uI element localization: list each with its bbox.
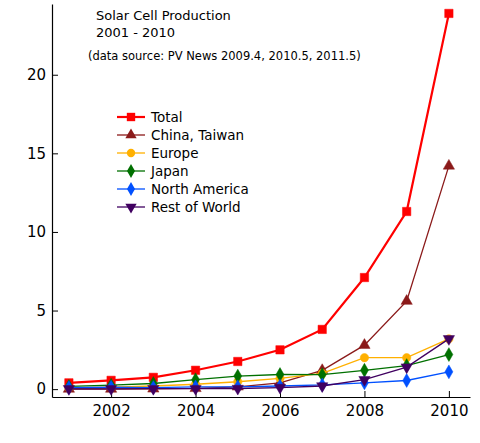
tick-label: 2008 [346,402,384,420]
marker [403,374,411,388]
title: Solar Cell Production [96,8,231,23]
marker [360,354,368,362]
tick-mark [52,232,58,233]
marker [317,383,328,393]
legend-marker [125,204,136,214]
tick-mark [449,391,450,397]
marker [360,363,368,377]
series-line [69,339,449,388]
legend-label: Europe [151,145,198,161]
legend-label: Rest of World [151,199,241,215]
tick: 2008 [346,391,384,420]
series-line [69,13,449,382]
series-line [69,339,449,389]
legend-swatch [117,204,145,214]
tick-label: 20 [27,66,46,84]
axis-line [52,5,53,398]
tick-label: 2004 [177,402,215,420]
legend-label: Total [150,109,183,125]
tick-mark [52,153,58,154]
tick: 2010 [430,391,468,420]
titles: Solar Cell Production 2001 - 2010 (data so… [88,8,361,63]
legend-marker [127,164,135,178]
tick-label: 2006 [261,402,299,420]
marker [359,339,370,349]
legend-label: Japan [150,163,189,179]
series-line [69,166,449,389]
tick: 10 [27,223,58,241]
legend-label: China, Taiwan [151,127,244,143]
data-area [63,9,454,395]
chart: 0 5 10 15 20 2002 2004 2006 2008 2010 Solar Cell P… [0,0,480,443]
tick-mark [52,311,58,312]
legend-swatch [117,149,145,157]
plot: 0 5 10 15 20 2002 2004 2006 2008 2010 [27,5,471,420]
marker [105,386,116,396]
tick: 20 [27,66,58,84]
series-line [69,372,449,388]
marker [359,376,370,386]
axis-line [53,397,471,398]
x-axis: 2002 2004 2006 2008 2010 [53,391,471,420]
subtitle: 2001 - 2010 [96,25,175,40]
tick: 0 [36,380,58,398]
tick: 2004 [177,391,215,420]
legend-swatch [117,128,145,138]
marker [360,273,368,281]
marker [445,9,453,17]
marker [402,207,410,215]
marker [190,385,201,395]
tick: 2006 [261,391,299,420]
marker [63,386,74,396]
marker [276,346,284,354]
legend-marker [127,149,135,157]
marker [443,336,454,346]
legend: Total China, Taiwan Europe Japan North Ameri… [117,109,249,215]
tick-label: 2002 [93,402,131,420]
tick-label: 10 [27,223,46,241]
tick-mark [52,389,58,390]
tick-label: 0 [36,380,46,398]
marker [318,325,326,333]
tick-mark [364,391,365,397]
marker [232,385,243,395]
tick: 5 [36,302,58,320]
legend-marker [125,128,136,138]
legend-marker [127,182,135,196]
tick-label: 2010 [430,402,468,420]
y-axis: 0 5 10 15 20 [27,5,58,399]
marker [234,357,242,365]
legend-marker [127,113,135,121]
marker [274,384,285,394]
marker [401,364,412,374]
marker [443,159,454,169]
annotation: (data source: PV News 2009.4, 2010.5, 20… [88,49,361,63]
tick-label: 15 [27,145,46,163]
marker [445,365,453,379]
tick: 15 [27,145,58,163]
marker [445,348,453,362]
legend-swatch [117,113,145,121]
legend-label: North America [151,181,249,197]
tick: 2002 [93,391,131,420]
marker [401,295,412,305]
tick-mark [52,75,58,76]
legend-swatch [117,164,145,178]
marker [148,385,159,395]
legend-swatch [117,182,145,196]
tick-label: 5 [36,302,46,320]
